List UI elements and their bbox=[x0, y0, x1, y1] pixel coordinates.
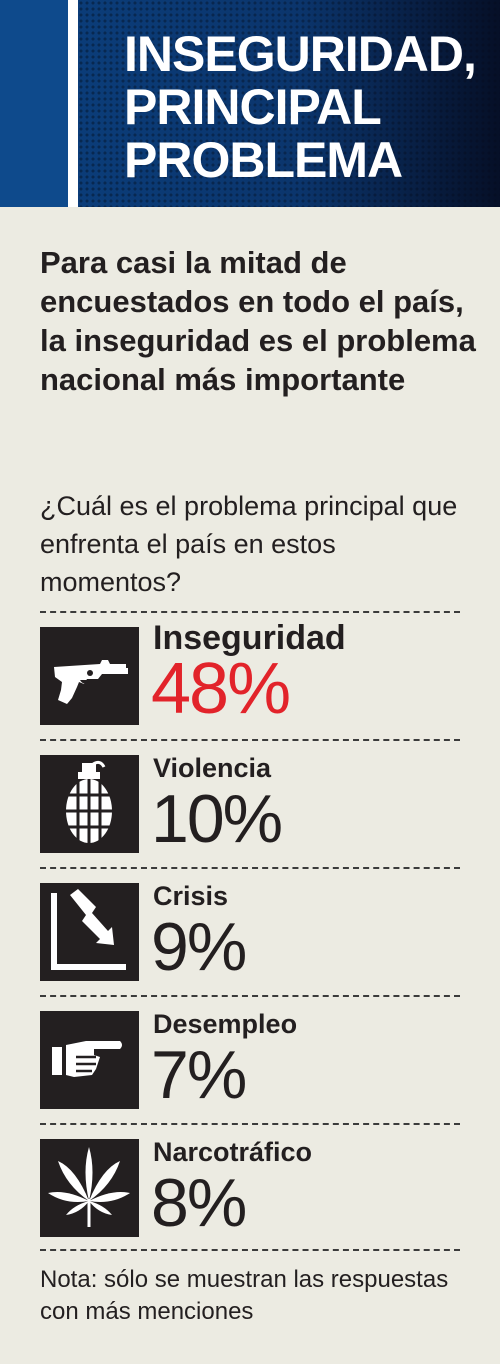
value-label: 10% bbox=[151, 781, 283, 857]
value-label: 8% bbox=[151, 1165, 247, 1241]
title-line-2: PRINCIPAL bbox=[124, 79, 382, 135]
category-label: Inseguridad bbox=[153, 619, 346, 657]
result-row-violencia: Violencia 10% bbox=[40, 739, 460, 867]
header-left-block bbox=[0, 0, 68, 207]
category-label: Desempleo bbox=[153, 1009, 298, 1039]
header-banner: INSEGURIDAD, PRINCIPAL PROBLEMA bbox=[0, 0, 500, 207]
revolver-icon bbox=[40, 627, 139, 725]
result-row-crisis: Crisis 9% bbox=[40, 867, 460, 995]
title-line-1: INSEGURIDAD, bbox=[124, 26, 477, 82]
category-label: Crisis bbox=[153, 881, 229, 911]
header-divider bbox=[68, 0, 78, 207]
cannabis-leaf-icon bbox=[40, 1139, 139, 1237]
survey-question: ¿Cuál es el problema principal que enfre… bbox=[40, 491, 458, 597]
result-row-inseguridad: Inseguridad 48% bbox=[40, 611, 460, 739]
title-line-3: PROBLEMA bbox=[124, 132, 403, 188]
pointing-hand-icon bbox=[40, 1011, 139, 1109]
results-list: Inseguridad 48% Violencia 10% bbox=[40, 611, 460, 1251]
category-label: Violencia bbox=[153, 753, 272, 783]
page-title: INSEGURIDAD, PRINCIPAL PROBLEMA bbox=[124, 28, 500, 187]
falling-arrow-icon bbox=[40, 883, 139, 981]
category-label: Narcotráfico bbox=[153, 1137, 313, 1167]
value-label: 9% bbox=[151, 909, 247, 985]
grenade-icon bbox=[40, 755, 139, 853]
value-label: 7% bbox=[151, 1037, 247, 1113]
footnote: Nota: sólo se muestran las respuestas co… bbox=[40, 1266, 449, 1325]
result-row-narcotrafico: Narcotráfico 8% bbox=[40, 1123, 460, 1251]
subtitle: Para casi la mitad de encuestados en tod… bbox=[40, 245, 476, 397]
result-row-desempleo: Desempleo 7% bbox=[40, 995, 460, 1123]
header-gradient bbox=[0, 0, 500, 207]
value-label: 48% bbox=[151, 649, 291, 729]
